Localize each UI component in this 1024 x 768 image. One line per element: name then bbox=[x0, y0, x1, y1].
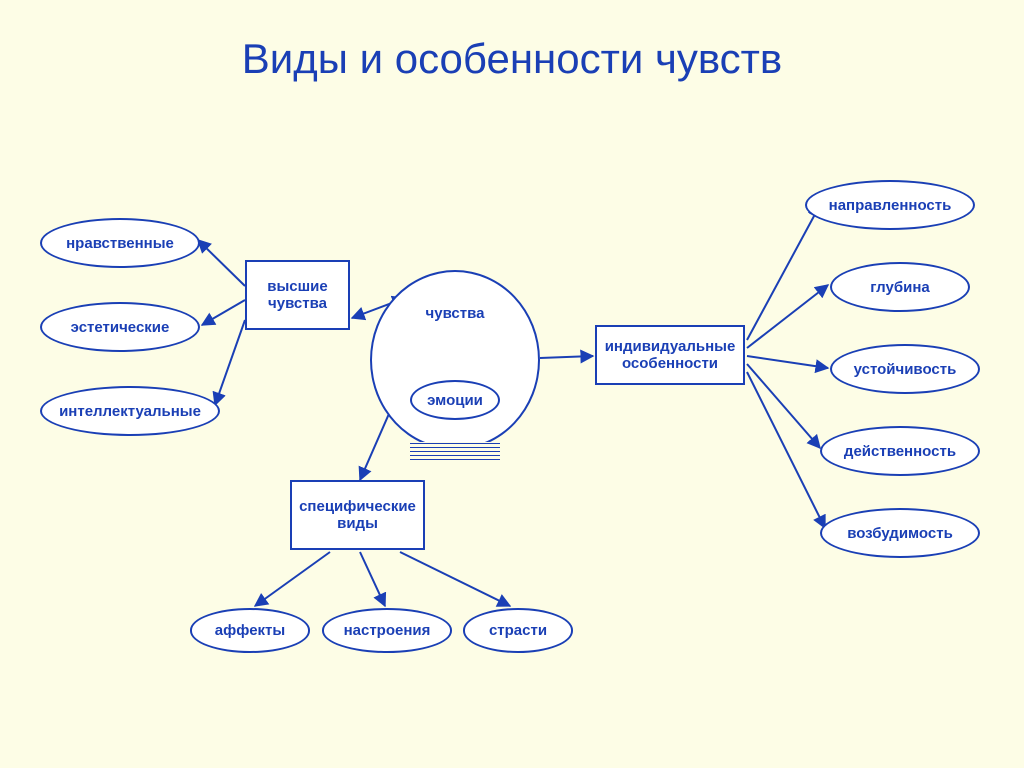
edge-11 bbox=[255, 552, 330, 606]
node-moral: нравственные bbox=[40, 218, 200, 268]
edge-13 bbox=[400, 552, 510, 606]
diagram-canvas: Виды и особенности чувств нравственные эс… bbox=[0, 0, 1024, 768]
node-excitability: возбудимость bbox=[820, 508, 980, 558]
node-feelings_big-label: чувства bbox=[400, 305, 510, 322]
node-aesthetic: эстетические bbox=[40, 302, 200, 352]
node-emotions: эмоции bbox=[410, 380, 500, 420]
diagram-title: Виды и особенности чувств bbox=[0, 35, 1024, 83]
node-individual: индивидуальные особенности bbox=[595, 325, 745, 385]
edge-7 bbox=[747, 285, 828, 348]
node-passions: страсти bbox=[463, 608, 573, 653]
edge-2 bbox=[215, 320, 245, 405]
edge-9 bbox=[747, 364, 820, 448]
edge-12 bbox=[360, 552, 385, 606]
node-orientation: направленность bbox=[805, 180, 975, 230]
node-effectiveness: действенность bbox=[820, 426, 980, 476]
node-stability: устойчивость bbox=[830, 344, 980, 394]
edge-6 bbox=[747, 205, 820, 340]
edge-1 bbox=[202, 300, 245, 325]
node-specific: специфические виды bbox=[290, 480, 425, 550]
node-feelings_big bbox=[370, 270, 540, 450]
edge-10 bbox=[747, 372, 825, 528]
node-depth: глубина bbox=[830, 262, 970, 312]
edge-0 bbox=[198, 240, 245, 286]
edge-8 bbox=[747, 356, 828, 368]
node-higher: высшие чувства bbox=[245, 260, 350, 330]
hatch-decoration bbox=[410, 442, 500, 460]
node-intellectual: интеллектуальные bbox=[40, 386, 220, 436]
edge-5 bbox=[540, 356, 593, 358]
node-moods: настроения bbox=[322, 608, 452, 653]
node-affects: аффекты bbox=[190, 608, 310, 653]
